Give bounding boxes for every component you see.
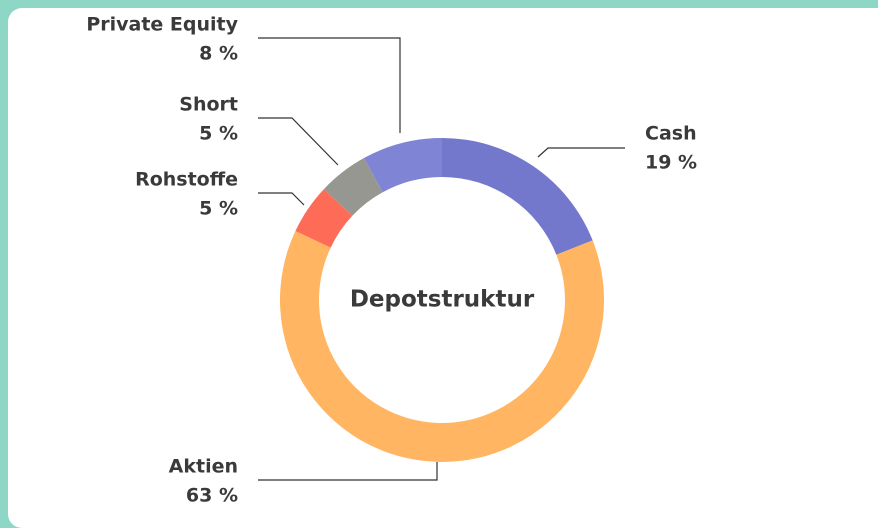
donut-slice	[295, 189, 353, 248]
slice-label: Aktien	[169, 456, 238, 478]
leader-line	[258, 37, 401, 133]
leader-line	[258, 192, 305, 206]
slice-value-label: 5 %	[199, 123, 238, 145]
slice-value-label: 63 %	[186, 485, 238, 507]
slice-label: Rohstoffe	[135, 169, 238, 191]
leader-line	[258, 117, 339, 166]
chart-title: Depotstruktur	[350, 287, 535, 313]
donut-slice	[279, 231, 605, 463]
slice-label: Private Equity	[86, 14, 238, 36]
donut-slice	[363, 138, 442, 193]
leader-line	[537, 147, 625, 158]
slice-label: Cash	[645, 123, 697, 145]
slice-value-label: 19 %	[645, 152, 697, 174]
chart: Depotstruktur Cash 19 % Aktien 63 % Rohstoff…	[86, 14, 697, 507]
slice-value-label: 5 %	[199, 198, 238, 220]
donut-slice	[442, 138, 593, 255]
slice-value-label: 8 %	[199, 43, 238, 65]
leader-line	[258, 462, 438, 481]
donut-slice	[323, 158, 383, 216]
slice-label: Short	[179, 94, 238, 116]
